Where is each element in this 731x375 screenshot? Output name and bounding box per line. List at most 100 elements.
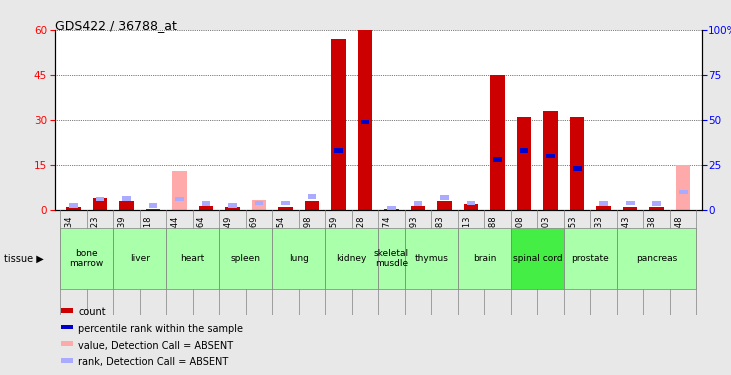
Text: GSM12644: GSM12644 bbox=[170, 215, 179, 261]
Text: GSM12688: GSM12688 bbox=[488, 215, 498, 261]
Text: GSM12723: GSM12723 bbox=[91, 215, 100, 261]
Text: GSM12698: GSM12698 bbox=[303, 215, 312, 261]
Bar bbox=[414, 201, 423, 206]
Bar bbox=[649, 207, 664, 210]
Bar bbox=[166, 228, 219, 289]
Bar bbox=[61, 342, 73, 346]
Bar bbox=[360, 120, 369, 124]
Text: GSM12743: GSM12743 bbox=[621, 215, 630, 261]
Bar bbox=[493, 158, 502, 162]
Bar bbox=[281, 201, 290, 205]
Bar bbox=[61, 325, 73, 329]
Bar bbox=[379, 228, 405, 289]
Bar bbox=[199, 206, 213, 210]
Bar bbox=[225, 207, 240, 210]
Text: rank, Detection Call = ABSENT: rank, Detection Call = ABSENT bbox=[78, 357, 229, 367]
Bar bbox=[219, 228, 272, 289]
Text: GSM12703: GSM12703 bbox=[542, 215, 550, 261]
Bar bbox=[511, 228, 564, 289]
Bar bbox=[626, 201, 635, 205]
Bar bbox=[279, 207, 293, 210]
Bar bbox=[60, 228, 113, 289]
Bar bbox=[623, 207, 637, 210]
Bar bbox=[148, 203, 157, 208]
Bar bbox=[564, 228, 617, 289]
Text: GSM12649: GSM12649 bbox=[224, 215, 232, 261]
Bar bbox=[96, 197, 105, 201]
Text: tissue ▶: tissue ▶ bbox=[4, 254, 43, 264]
Text: heart: heart bbox=[181, 254, 205, 263]
Bar bbox=[305, 201, 319, 210]
Text: count: count bbox=[78, 307, 106, 317]
Bar bbox=[463, 204, 478, 210]
Text: spleen: spleen bbox=[231, 254, 261, 263]
Bar bbox=[254, 201, 263, 205]
Text: thymus: thymus bbox=[414, 254, 448, 263]
Bar bbox=[385, 209, 399, 210]
Bar bbox=[325, 228, 379, 289]
Bar bbox=[334, 148, 343, 153]
Text: GSM12733: GSM12733 bbox=[594, 215, 604, 261]
Bar bbox=[546, 154, 555, 158]
Text: GSM12713: GSM12713 bbox=[462, 215, 471, 261]
Bar bbox=[676, 165, 691, 210]
Bar bbox=[491, 75, 505, 210]
Bar bbox=[202, 201, 211, 206]
Bar bbox=[458, 228, 511, 289]
Text: GSM12708: GSM12708 bbox=[515, 215, 524, 261]
Text: GDS422 / 36788_at: GDS422 / 36788_at bbox=[55, 19, 177, 32]
Text: GSM12659: GSM12659 bbox=[330, 215, 338, 261]
Bar bbox=[251, 200, 266, 210]
Bar bbox=[145, 209, 160, 210]
Bar bbox=[543, 111, 558, 210]
Text: lung: lung bbox=[289, 254, 308, 263]
Bar bbox=[228, 203, 237, 208]
Text: GSM12728: GSM12728 bbox=[356, 215, 365, 261]
Bar bbox=[570, 117, 585, 210]
Bar bbox=[308, 194, 317, 199]
Text: GSM12669: GSM12669 bbox=[250, 215, 259, 261]
Text: pancreas: pancreas bbox=[636, 254, 678, 263]
Bar bbox=[387, 206, 396, 210]
Text: liver: liver bbox=[129, 254, 150, 263]
Bar bbox=[411, 206, 425, 210]
Bar bbox=[113, 228, 166, 289]
Bar bbox=[272, 228, 325, 289]
Bar bbox=[175, 197, 183, 201]
Bar bbox=[679, 190, 688, 194]
Bar bbox=[652, 201, 661, 206]
Text: GSM12738: GSM12738 bbox=[648, 215, 656, 261]
Bar bbox=[573, 166, 582, 171]
Text: GSM12664: GSM12664 bbox=[197, 215, 206, 261]
Text: GSM12674: GSM12674 bbox=[382, 215, 392, 261]
Text: GSM12634: GSM12634 bbox=[64, 215, 73, 261]
Text: GSM12654: GSM12654 bbox=[276, 215, 286, 261]
Bar bbox=[405, 228, 458, 289]
Bar bbox=[520, 148, 529, 153]
Bar bbox=[66, 207, 80, 210]
Text: percentile rank within the sample: percentile rank within the sample bbox=[78, 324, 243, 334]
Bar bbox=[69, 203, 77, 208]
Text: GSM12693: GSM12693 bbox=[409, 215, 418, 261]
Text: value, Detection Call = ABSENT: value, Detection Call = ABSENT bbox=[78, 341, 233, 351]
Text: skeletal
musdle: skeletal musdle bbox=[374, 249, 409, 268]
Text: GSM12718: GSM12718 bbox=[144, 215, 153, 261]
Bar bbox=[517, 117, 531, 210]
Text: GSM12753: GSM12753 bbox=[568, 215, 577, 261]
Bar bbox=[93, 198, 107, 210]
Bar bbox=[172, 171, 186, 210]
Text: brain: brain bbox=[473, 254, 496, 263]
Text: prostate: prostate bbox=[572, 254, 609, 263]
Bar bbox=[119, 201, 134, 210]
Bar bbox=[599, 201, 608, 206]
Bar bbox=[357, 30, 372, 210]
Bar bbox=[437, 201, 452, 210]
Bar bbox=[617, 228, 697, 289]
Bar bbox=[61, 358, 73, 363]
Text: GSM12683: GSM12683 bbox=[436, 215, 444, 261]
Bar bbox=[466, 201, 475, 205]
Bar bbox=[596, 206, 611, 210]
Text: GSM12748: GSM12748 bbox=[674, 215, 683, 261]
Bar bbox=[440, 195, 449, 200]
Bar bbox=[331, 39, 346, 210]
